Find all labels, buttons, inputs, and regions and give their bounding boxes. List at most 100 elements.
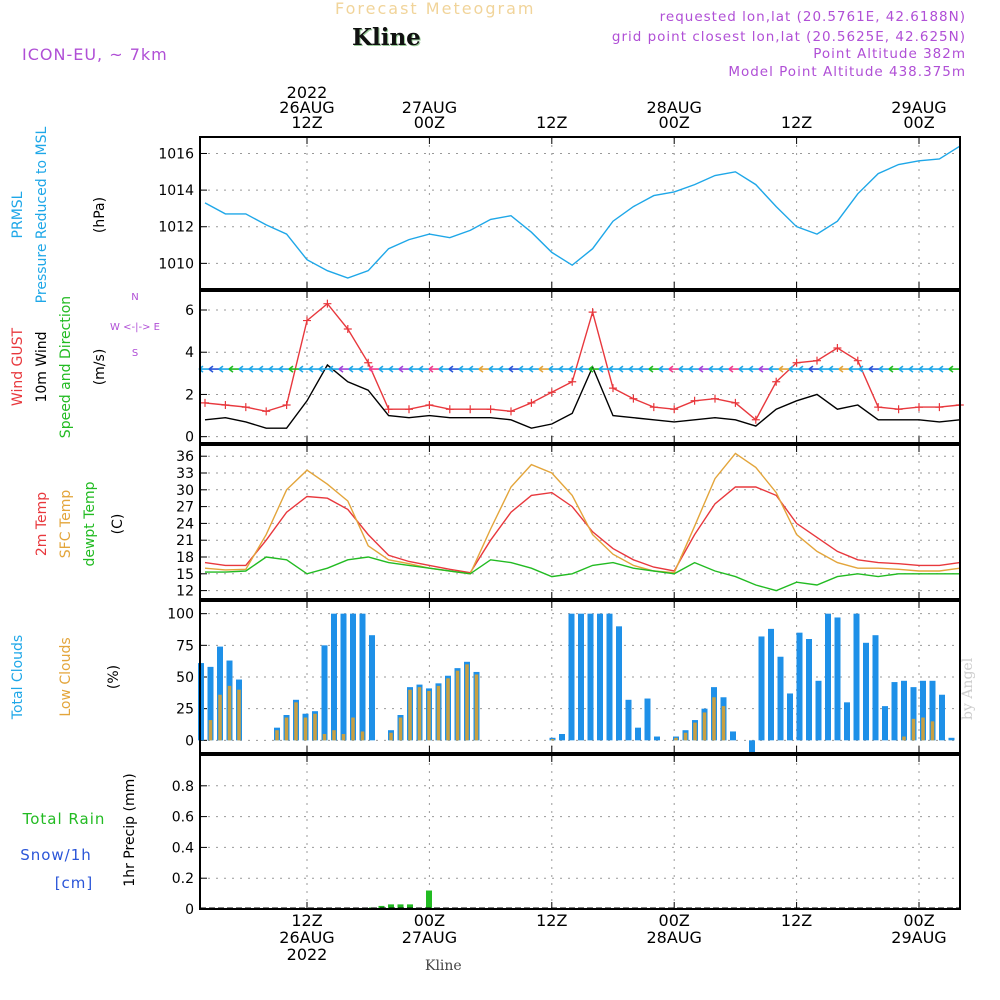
bar-clouds-1 xyxy=(721,706,726,741)
gust-marker xyxy=(527,398,536,407)
wind-direction-arrow xyxy=(738,365,749,373)
ylabel-clouds: Low Clouds xyxy=(58,637,74,716)
y-tick-label: 33 xyxy=(176,466,194,482)
time-label-bottom: 12Z xyxy=(291,911,322,930)
panel-frame-wind xyxy=(199,290,961,444)
y-tick-label: 0 xyxy=(185,902,194,918)
ylabel-pressure: Pressure Reduced to MSL xyxy=(34,126,50,303)
wind-direction-arrow xyxy=(518,365,529,373)
y-tick-label: 1010 xyxy=(158,256,194,272)
top-label: Forecast Meteogram xyxy=(335,0,536,18)
gust-marker xyxy=(609,384,617,393)
ylabel-wind: (m/s) xyxy=(92,349,108,386)
wind-direction-arrow xyxy=(898,365,909,373)
bar-clouds-0 xyxy=(350,613,356,741)
bar-precip-0 xyxy=(397,904,404,909)
wind-direction-arrow xyxy=(468,365,479,373)
wind-direction-arrow xyxy=(868,365,879,373)
precip-side-snow: Snow/1h xyxy=(20,846,92,864)
panel-frame-clouds xyxy=(199,600,961,754)
info-line-model-altitude: Model Point Altitude 438.375m xyxy=(728,64,966,80)
wind-direction-arrow xyxy=(298,365,309,373)
time-label-bottom: 27AUG xyxy=(402,928,457,947)
time-label-top: 2022 xyxy=(287,83,328,102)
wind-direction-arrow xyxy=(908,365,919,373)
gust-marker xyxy=(201,398,209,407)
bar-clouds-0 xyxy=(587,613,594,741)
wind-direction-arrow xyxy=(928,365,939,373)
gust-marker xyxy=(568,377,577,386)
wind-direction-arrow xyxy=(828,365,839,373)
gust-marker xyxy=(772,377,781,386)
y-tick-label: 1014 xyxy=(158,183,194,199)
bar-clouds-0 xyxy=(635,727,641,741)
time-label-bottom: 00Z xyxy=(659,911,690,930)
time-label-bottom: 12Z xyxy=(781,911,812,930)
y-tick-label: 12 xyxy=(176,584,194,600)
time-label-top: 12Z xyxy=(291,113,322,132)
wind-direction-arrow xyxy=(848,365,859,373)
bar-clouds-0 xyxy=(578,613,584,741)
y-tick-label: 0.6 xyxy=(172,810,194,826)
wind-direction-arrow xyxy=(408,365,419,373)
bar-clouds-0 xyxy=(920,680,926,741)
y-tick-label: 27 xyxy=(176,500,194,516)
gust-marker xyxy=(262,407,271,416)
bar-clouds-1 xyxy=(446,678,450,741)
bar-clouds-0 xyxy=(597,613,603,741)
wind-direction-arrow xyxy=(578,365,589,373)
y-tick-label: 50 xyxy=(176,670,194,686)
bar-clouds-1 xyxy=(702,712,707,741)
footer-location: Kline xyxy=(425,958,462,974)
wind-direction-arrow xyxy=(668,365,679,373)
wind-direction-arrow xyxy=(918,365,929,373)
wind-direction-arrow xyxy=(838,365,849,373)
gust-marker xyxy=(690,396,699,405)
wind-direction-arrow xyxy=(428,365,439,373)
compass-south: S xyxy=(132,348,138,359)
gust-marker xyxy=(711,394,719,403)
wind-direction-arrow xyxy=(638,365,649,373)
gust-marker xyxy=(303,316,311,325)
wind-direction-arrow xyxy=(728,365,739,373)
wind-direction-arrow xyxy=(348,365,359,373)
wind-direction-arrow xyxy=(708,365,719,373)
time-label-bottom: 29AUG xyxy=(891,928,946,947)
y-tick-label: 36 xyxy=(176,449,194,465)
wind-direction-arrow xyxy=(888,365,899,373)
bar-clouds-0 xyxy=(806,639,812,741)
wind-direction-arrow xyxy=(748,365,759,373)
bar-clouds-0 xyxy=(768,628,774,741)
y-tick-label: 25 xyxy=(176,702,194,718)
wind-direction-arrow xyxy=(478,365,489,373)
gust-marker xyxy=(935,403,944,412)
y-tick-label: 30 xyxy=(176,483,194,499)
ylabel-wind: Wind GUST xyxy=(10,327,26,406)
gust-marker xyxy=(486,405,495,414)
y-tick-label: 21 xyxy=(176,533,194,549)
ylabel-pressure: (hPa) xyxy=(92,197,108,233)
wind-direction-arrow xyxy=(678,365,689,373)
bar-clouds-0 xyxy=(758,636,765,741)
bar-clouds-0 xyxy=(625,699,632,741)
gust-marker xyxy=(792,358,801,367)
bar-clouds-1 xyxy=(921,717,925,741)
bar-clouds-1 xyxy=(911,718,916,741)
gust-marker xyxy=(813,356,821,365)
gust-marker xyxy=(466,405,475,414)
wind-direction-arrow xyxy=(528,365,539,373)
bar-clouds-0 xyxy=(749,740,755,753)
compass-we: W <-|-> E xyxy=(110,322,160,333)
gust-marker xyxy=(915,403,923,412)
line-temperature-1 xyxy=(204,452,960,575)
bar-clouds-0 xyxy=(644,698,651,741)
info-line-point-altitude: Point Altitude 382m xyxy=(813,46,966,62)
bar-precip-0 xyxy=(426,890,432,909)
bar-clouds-0 xyxy=(891,682,898,741)
line-temperature-0 xyxy=(204,486,960,574)
wind-direction-arrow xyxy=(558,365,569,373)
wind-direction-arrow xyxy=(878,365,889,373)
wind-direction-arrow xyxy=(778,365,789,373)
wind-direction-arrow xyxy=(628,365,639,373)
